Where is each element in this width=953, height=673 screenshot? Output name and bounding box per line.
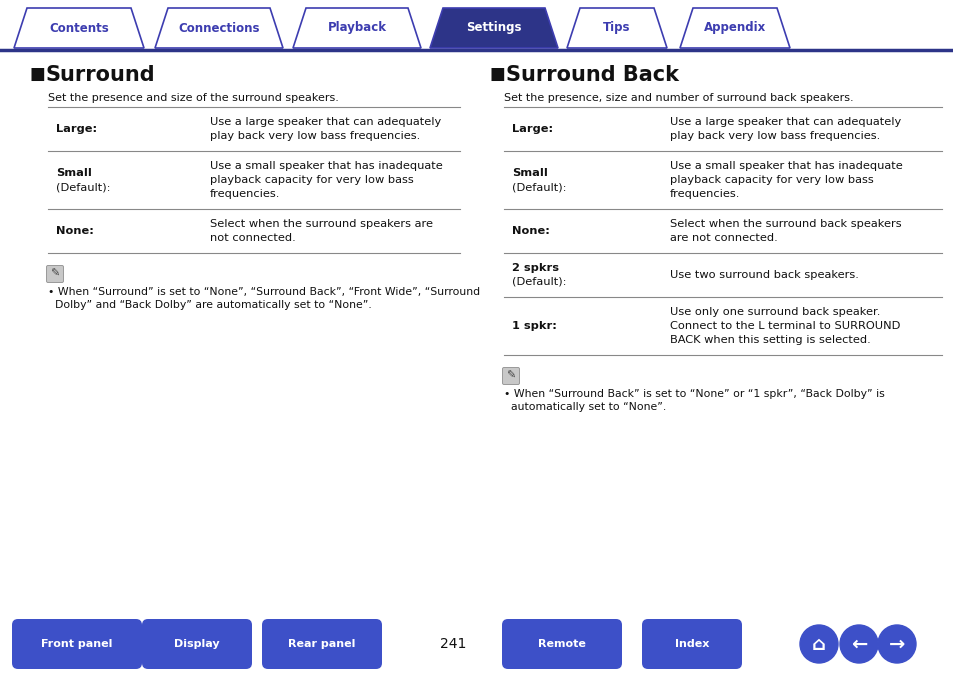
Text: BACK when this setting is selected.: BACK when this setting is selected. [669, 335, 870, 345]
FancyBboxPatch shape [47, 266, 64, 283]
Text: Set the presence, size and number of surround back speakers.: Set the presence, size and number of sur… [503, 93, 853, 103]
Text: ←: ← [850, 635, 866, 653]
Text: Dolby” and “Back Dolby” are automatically set to “None”.: Dolby” and “Back Dolby” are automaticall… [48, 300, 372, 310]
Text: Rear panel: Rear panel [288, 639, 355, 649]
Text: ⌂: ⌂ [811, 635, 825, 653]
Text: • When “Surround Back” is set to “None” or “1 spkr”, “Back Dolby” is: • When “Surround Back” is set to “None” … [503, 389, 883, 399]
Text: Settings: Settings [466, 22, 521, 34]
FancyBboxPatch shape [501, 619, 621, 669]
Text: Use a large speaker that can adequately: Use a large speaker that can adequately [210, 117, 441, 127]
Text: Use a large speaker that can adequately: Use a large speaker that can adequately [669, 117, 901, 127]
FancyBboxPatch shape [502, 367, 519, 384]
Text: automatically set to “None”.: automatically set to “None”. [503, 402, 665, 412]
Text: Select when the surround back speakers: Select when the surround back speakers [669, 219, 901, 229]
Text: (Default):: (Default): [512, 182, 566, 192]
Text: ■: ■ [30, 65, 46, 83]
Text: Tips: Tips [602, 22, 630, 34]
Text: Appendix: Appendix [703, 22, 765, 34]
Text: ■: ■ [490, 65, 505, 83]
Text: Use two surround back speakers.: Use two surround back speakers. [669, 270, 858, 280]
Text: Index: Index [674, 639, 708, 649]
Text: Small: Small [56, 168, 91, 178]
Text: None:: None: [512, 226, 549, 236]
Text: 241: 241 [439, 637, 466, 651]
Text: Front panel: Front panel [41, 639, 112, 649]
Text: play back very low bass frequencies.: play back very low bass frequencies. [210, 131, 420, 141]
Text: Surround: Surround [46, 65, 155, 85]
Circle shape [800, 625, 837, 663]
FancyBboxPatch shape [142, 619, 252, 669]
Text: playback capacity for very low bass: playback capacity for very low bass [210, 175, 414, 185]
Polygon shape [154, 8, 283, 48]
Text: Remote: Remote [537, 639, 585, 649]
Text: ✎: ✎ [506, 371, 516, 381]
Polygon shape [679, 8, 789, 48]
FancyBboxPatch shape [262, 619, 381, 669]
Text: Small: Small [512, 168, 547, 178]
Text: are not connected.: are not connected. [669, 233, 777, 243]
Text: playback capacity for very low bass: playback capacity for very low bass [669, 175, 873, 185]
Text: Large:: Large: [512, 124, 553, 134]
Polygon shape [14, 8, 144, 48]
Text: Set the presence and size of the surround speakers.: Set the presence and size of the surroun… [48, 93, 338, 103]
Polygon shape [566, 8, 666, 48]
Text: Use a small speaker that has inadequate: Use a small speaker that has inadequate [210, 161, 442, 171]
Text: →: → [888, 635, 904, 653]
Text: Connections: Connections [178, 22, 259, 34]
Text: 2 spkrs: 2 spkrs [512, 263, 558, 273]
Text: Select when the surround speakers are: Select when the surround speakers are [210, 219, 433, 229]
Text: Playback: Playback [327, 22, 386, 34]
Text: 1 spkr:: 1 spkr: [512, 321, 557, 331]
FancyBboxPatch shape [12, 619, 142, 669]
Text: ✎: ✎ [51, 269, 60, 279]
Text: play back very low bass frequencies.: play back very low bass frequencies. [669, 131, 880, 141]
Text: Surround Back: Surround Back [505, 65, 679, 85]
Text: Display: Display [174, 639, 219, 649]
Text: Use only one surround back speaker.: Use only one surround back speaker. [669, 307, 880, 317]
Text: (Default):: (Default): [56, 182, 111, 192]
Polygon shape [293, 8, 420, 48]
Text: Large:: Large: [56, 124, 97, 134]
Text: Connect to the L terminal to SURROUND: Connect to the L terminal to SURROUND [669, 321, 900, 331]
Text: Contents: Contents [49, 22, 109, 34]
Polygon shape [430, 8, 558, 48]
Circle shape [877, 625, 915, 663]
Text: frequencies.: frequencies. [669, 189, 740, 199]
Text: not connected.: not connected. [210, 233, 295, 243]
Text: Use a small speaker that has inadequate: Use a small speaker that has inadequate [669, 161, 902, 171]
Text: frequencies.: frequencies. [210, 189, 280, 199]
Text: (Default):: (Default): [512, 277, 566, 287]
FancyBboxPatch shape [641, 619, 741, 669]
Circle shape [840, 625, 877, 663]
Text: None:: None: [56, 226, 93, 236]
Text: • When “Surround” is set to “None”, “Surround Back”, “Front Wide”, “Surround: • When “Surround” is set to “None”, “Sur… [48, 287, 479, 297]
